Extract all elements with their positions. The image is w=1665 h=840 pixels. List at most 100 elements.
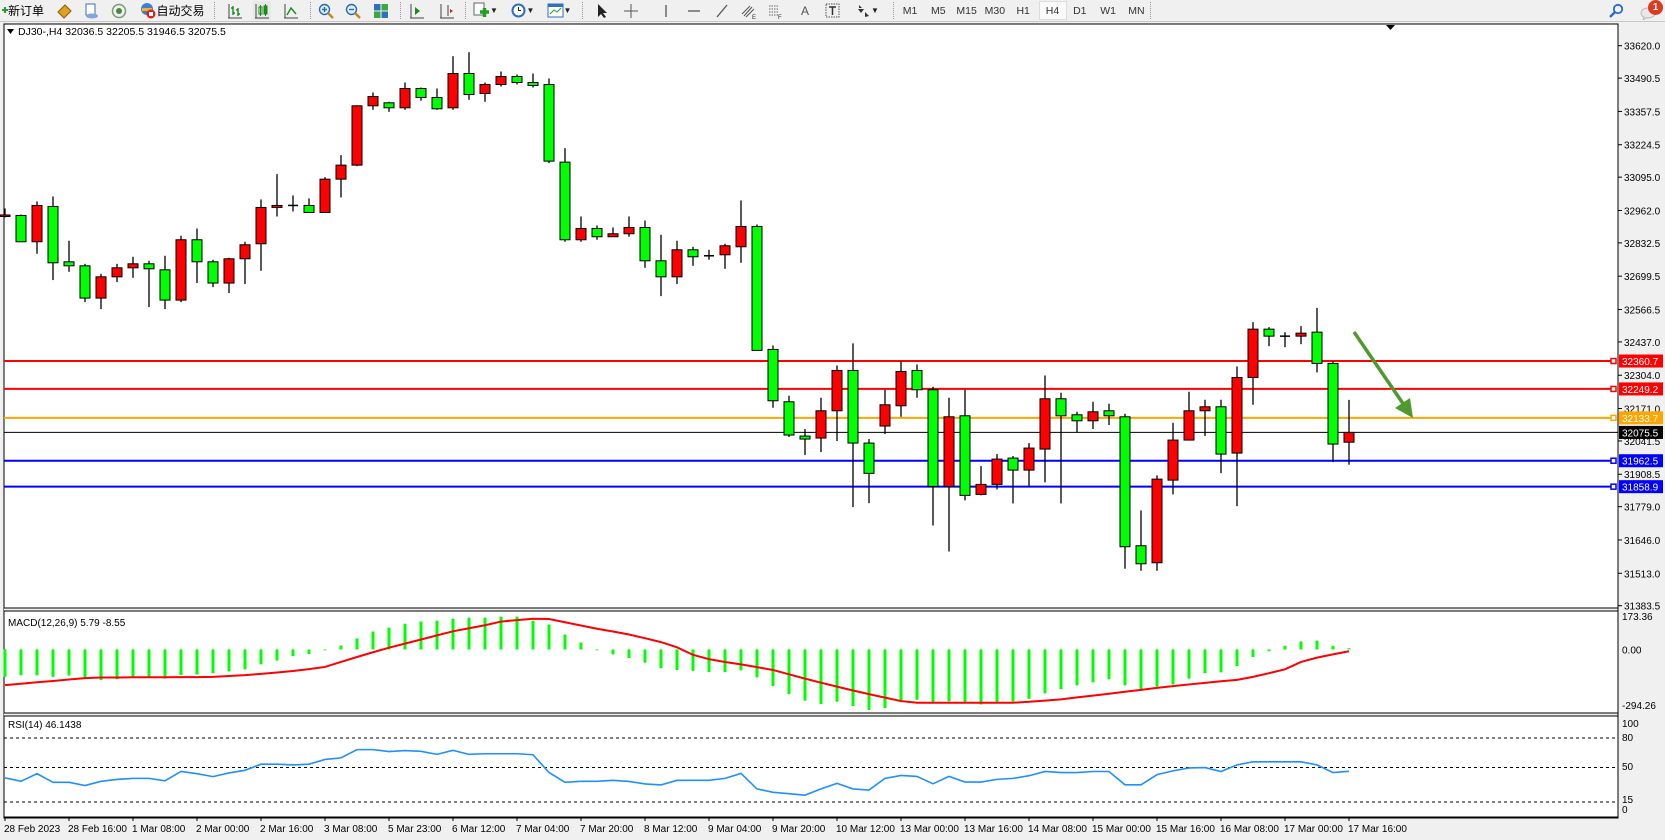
indicators-dropdown[interactable]: ▼ — [470, 1, 500, 20]
candle[interactable] — [1119, 413, 1131, 569]
candle[interactable] — [191, 228, 203, 284]
candle[interactable] — [543, 78, 555, 164]
line-anchor-handle[interactable] — [1610, 457, 1617, 464]
candle[interactable] — [655, 234, 667, 297]
candle[interactable] — [831, 365, 843, 442]
candle[interactable] — [239, 241, 251, 285]
candle[interactable] — [463, 52, 475, 100]
timeframe-m15[interactable]: M15 — [956, 4, 977, 17]
arrows-dropdown[interactable]: ▼ — [852, 1, 882, 20]
candle[interactable] — [1039, 375, 1051, 483]
fibonacci-tool[interactable]: F — [766, 1, 784, 20]
candle[interactable] — [175, 235, 187, 303]
candle[interactable] — [271, 174, 283, 217]
candle[interactable] — [15, 214, 27, 243]
cursor-tool[interactable] — [593, 1, 611, 20]
search-button[interactable] — [1607, 1, 1625, 20]
trendline-tool[interactable] — [713, 1, 731, 20]
candle[interactable] — [1280, 332, 1290, 348]
candle[interactable] — [1151, 475, 1163, 571]
trend-arrow-shaft[interactable] — [1352, 331, 1406, 406]
candle[interactable] — [895, 361, 907, 417]
signals-button[interactable] — [110, 1, 128, 20]
candle[interactable] — [575, 216, 587, 242]
candle[interactable] — [767, 345, 779, 408]
candle[interactable] — [1071, 411, 1083, 433]
line-anchor-handle[interactable] — [1610, 483, 1617, 490]
candle[interactable] — [1135, 510, 1147, 571]
candle[interactable] — [783, 395, 795, 438]
chart-menu-triangle-icon[interactable] — [7, 29, 14, 34]
market-button[interactable] — [55, 1, 73, 20]
templates-dropdown[interactable]: ▼ — [544, 1, 574, 20]
pane-separator[interactable] — [4, 713, 1618, 716]
plot-background[interactable] — [3, 23, 1619, 819]
candle[interactable] — [1263, 327, 1275, 347]
candle[interactable] — [1023, 443, 1035, 487]
candle[interactable] — [1183, 391, 1195, 441]
candle[interactable] — [223, 257, 235, 294]
candle[interactable] — [1215, 399, 1227, 474]
candle[interactable] — [431, 88, 443, 110]
arrow-down-right-icon[interactable] — [1395, 398, 1413, 418]
vertical-line-tool[interactable] — [657, 1, 675, 20]
candle[interactable] — [0, 208, 11, 218]
pane-separator[interactable] — [4, 608, 1618, 611]
candle[interactable] — [399, 82, 411, 110]
candle[interactable] — [943, 397, 955, 552]
candle[interactable] — [1311, 307, 1323, 373]
tile-windows-button[interactable] — [372, 1, 390, 20]
candle[interactable] — [975, 466, 987, 496]
candle[interactable] — [911, 364, 923, 398]
zoom-out-button[interactable] — [344, 1, 362, 20]
candle[interactable] — [591, 225, 603, 240]
candle[interactable] — [63, 240, 75, 272]
line-chart-button[interactable] — [282, 1, 300, 20]
chart-shift-button[interactable] — [438, 1, 456, 20]
candle[interactable] — [1247, 322, 1259, 405]
candle[interactable] — [415, 87, 427, 101]
candle[interactable] — [991, 454, 1003, 490]
timeframe-h1[interactable]: H1 — [1016, 4, 1030, 17]
candle[interactable] — [959, 389, 971, 501]
candle[interactable] — [288, 195, 298, 212]
candle[interactable] — [447, 56, 459, 110]
candle[interactable] — [1167, 422, 1179, 495]
candlestick-button[interactable] — [253, 1, 271, 20]
timeframe-m30[interactable]: M30 — [984, 4, 1006, 17]
candle[interactable] — [927, 386, 939, 526]
timeframe-m5[interactable]: M5 — [931, 4, 946, 17]
candle[interactable] — [623, 216, 635, 237]
candle[interactable] — [127, 256, 139, 278]
candle[interactable] — [367, 92, 379, 110]
line-anchor-handle[interactable] — [1610, 414, 1617, 422]
auto-trading-button[interactable]: 自动交易 — [137, 1, 207, 20]
candle[interactable] — [159, 255, 171, 310]
timeframe-d1[interactable]: D1 — [1073, 4, 1087, 17]
candle[interactable] — [719, 243, 731, 269]
candle[interactable] — [495, 71, 507, 87]
candle[interactable] — [95, 273, 107, 310]
text-tool[interactable]: A — [796, 1, 814, 20]
candle[interactable] — [511, 74, 523, 85]
equidistant-channel-tool[interactable]: E — [740, 1, 758, 20]
candle[interactable] — [31, 201, 43, 254]
candle[interactable] — [1103, 403, 1115, 426]
candle[interactable] — [704, 249, 714, 260]
candle[interactable] — [1327, 361, 1339, 463]
candle[interactable] — [815, 397, 827, 453]
candle[interactable] — [863, 439, 875, 504]
candle[interactable] — [559, 148, 571, 242]
candle[interactable] — [1007, 456, 1019, 504]
candle[interactable] — [1055, 392, 1067, 504]
candle[interactable] — [335, 155, 347, 198]
horizontal-line-tool[interactable] — [685, 1, 703, 20]
new-order-button[interactable]: 新订单 — [1, 1, 45, 20]
candle[interactable] — [1295, 326, 1307, 345]
candle[interactable] — [687, 246, 699, 266]
chart-shift-marker-icon[interactable] — [1386, 25, 1395, 30]
candle[interactable] — [735, 200, 747, 263]
navigator-button[interactable] — [82, 1, 100, 20]
candle[interactable] — [799, 429, 811, 456]
